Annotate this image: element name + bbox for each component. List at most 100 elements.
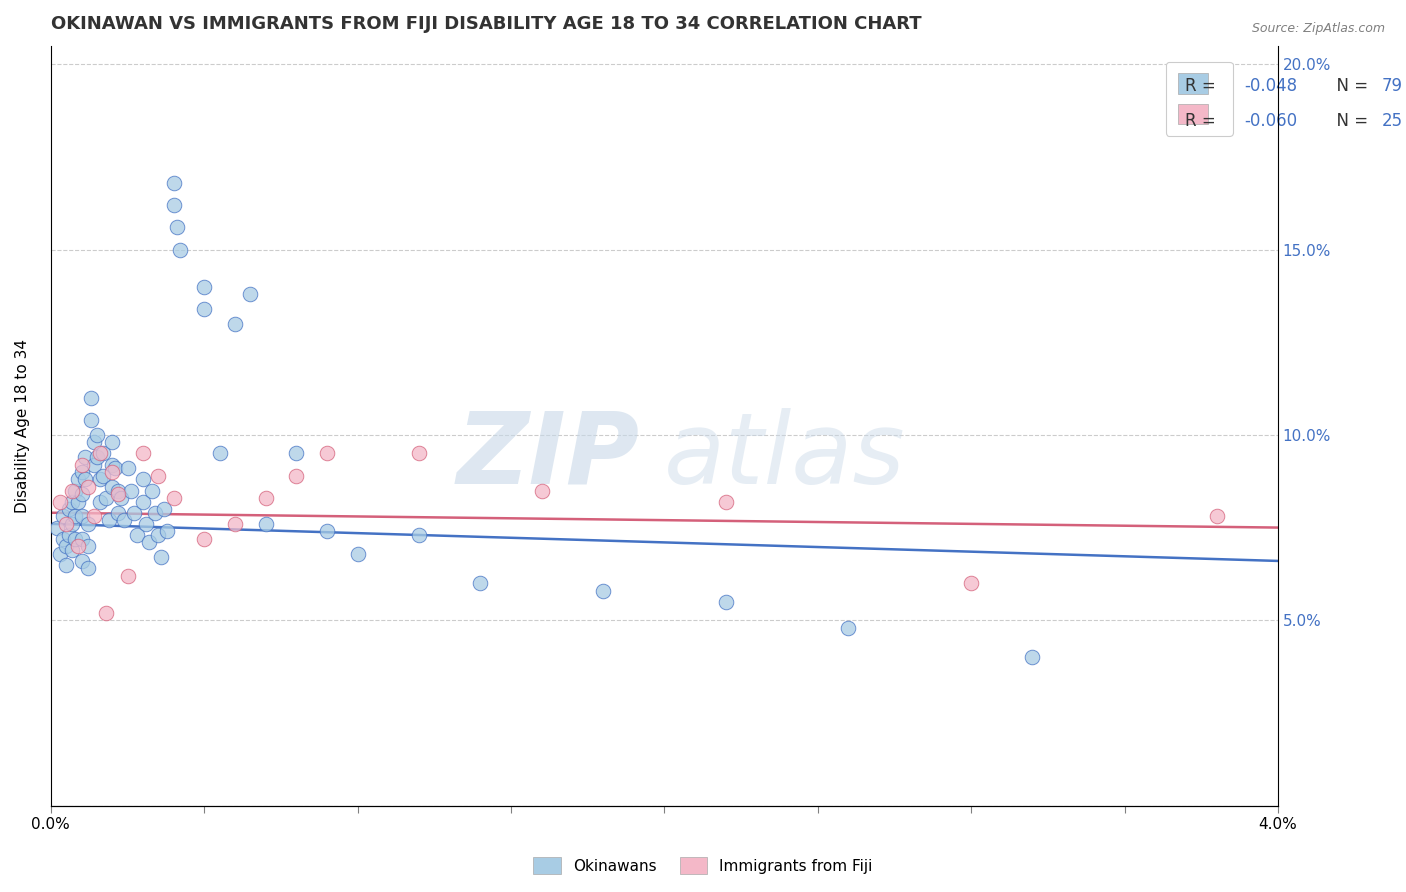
- Point: [1021, 650, 1043, 665]
- Point: [107, 483, 129, 498]
- Point: [169, 243, 191, 257]
- Point: [132, 472, 155, 486]
- Point: [65, 509, 87, 524]
- Point: [49, 547, 72, 561]
- Point: [208, 446, 231, 460]
- Point: [138, 535, 160, 549]
- Point: [55, 558, 77, 572]
- Point: [150, 550, 173, 565]
- Point: [49, 494, 72, 508]
- Point: [592, 583, 614, 598]
- Point: [239, 287, 262, 301]
- Text: -0.060: -0.060: [1244, 112, 1298, 130]
- Text: atlas: atlas: [665, 408, 905, 505]
- Point: [470, 576, 492, 591]
- Point: [107, 506, 129, 520]
- Point: [162, 176, 184, 190]
- Text: R =: R =: [1185, 112, 1222, 130]
- Point: [83, 509, 105, 524]
- Point: [162, 198, 184, 212]
- Point: [101, 480, 124, 494]
- Point: [193, 301, 215, 316]
- Point: [98, 513, 121, 527]
- Point: [132, 494, 155, 508]
- Point: [46, 520, 69, 534]
- Y-axis label: Disability Age 18 to 34: Disability Age 18 to 34: [15, 339, 30, 513]
- Point: [89, 472, 111, 486]
- Point: [117, 461, 139, 475]
- Point: [60, 483, 83, 498]
- Point: [120, 483, 142, 498]
- Point: [254, 491, 277, 505]
- Point: [193, 532, 215, 546]
- Point: [714, 494, 737, 508]
- Point: [76, 561, 98, 575]
- Point: [70, 532, 93, 546]
- Point: [117, 568, 139, 582]
- Point: [67, 472, 90, 486]
- Point: [52, 509, 75, 524]
- Point: [254, 516, 277, 531]
- Point: [70, 458, 93, 472]
- Point: [91, 446, 114, 460]
- Point: [316, 524, 339, 539]
- Point: [101, 435, 124, 450]
- Point: [70, 554, 93, 568]
- Point: [73, 450, 96, 464]
- Point: [346, 547, 368, 561]
- Point: [1205, 509, 1227, 524]
- Point: [132, 446, 155, 460]
- Point: [107, 487, 129, 501]
- Point: [86, 428, 108, 442]
- Text: N =: N =: [1326, 112, 1374, 130]
- Point: [530, 483, 553, 498]
- Point: [55, 539, 77, 553]
- Point: [224, 317, 246, 331]
- Point: [110, 491, 132, 505]
- Point: [122, 506, 145, 520]
- Text: -0.048: -0.048: [1244, 77, 1298, 95]
- Text: Source: ZipAtlas.com: Source: ZipAtlas.com: [1251, 22, 1385, 36]
- Point: [76, 539, 98, 553]
- Point: [70, 487, 93, 501]
- Point: [55, 516, 77, 531]
- Point: [94, 491, 117, 505]
- Point: [141, 483, 163, 498]
- Point: [76, 516, 98, 531]
- Point: [94, 606, 117, 620]
- Point: [156, 524, 179, 539]
- Point: [101, 458, 124, 472]
- Point: [60, 494, 83, 508]
- Point: [58, 502, 80, 516]
- Point: [83, 435, 105, 450]
- Point: [65, 483, 87, 498]
- Point: [65, 532, 87, 546]
- Text: OKINAWAN VS IMMIGRANTS FROM FIJI DISABILITY AGE 18 TO 34 CORRELATION CHART: OKINAWAN VS IMMIGRANTS FROM FIJI DISABIL…: [51, 15, 921, 33]
- Point: [80, 413, 103, 427]
- Text: 79: 79: [1382, 77, 1402, 95]
- Point: [166, 220, 188, 235]
- Point: [285, 468, 308, 483]
- Point: [86, 450, 108, 464]
- Point: [193, 279, 215, 293]
- Point: [162, 491, 184, 505]
- Point: [408, 446, 430, 460]
- Point: [60, 542, 83, 557]
- Point: [70, 509, 93, 524]
- Point: [960, 576, 983, 591]
- Point: [52, 532, 75, 546]
- Point: [76, 480, 98, 494]
- Point: [837, 621, 859, 635]
- Point: [91, 468, 114, 483]
- Point: [143, 506, 166, 520]
- Point: [224, 516, 246, 531]
- Point: [89, 446, 111, 460]
- Point: [125, 528, 148, 542]
- Point: [714, 595, 737, 609]
- Point: [67, 539, 90, 553]
- Text: 25: 25: [1382, 112, 1403, 130]
- Point: [60, 516, 83, 531]
- Text: N =: N =: [1326, 77, 1374, 95]
- Point: [101, 465, 124, 479]
- Point: [83, 458, 105, 472]
